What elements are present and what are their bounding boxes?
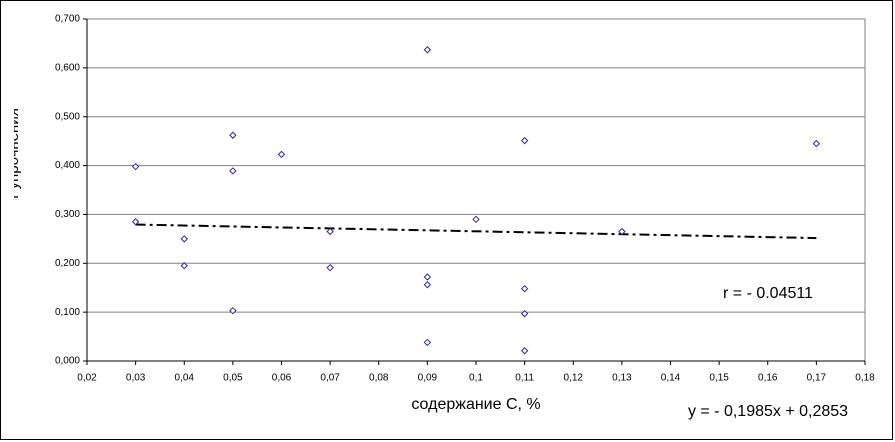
data-point [618,227,626,236]
y-axis-title: Коэффициент упрочнения [5,108,22,292]
x-tick-label: 0,04 [175,373,195,384]
data-point [520,284,529,293]
data-point [131,218,140,226]
x-tick-label: 0,02 [77,373,97,384]
y-tick-label: 0,000 [55,356,80,367]
x-tick-label: 0,12 [564,373,584,384]
data-point [423,273,432,281]
x-tick-label: 0,03 [126,373,146,384]
x-axis-title: содержание С, % [411,396,540,413]
data-point [520,136,529,145]
x-tick-label: 0,05 [223,373,243,384]
data-point [812,139,821,148]
y-tick-label: 0,700 [55,14,80,25]
data-point [423,281,432,289]
y-tick-label: 0,600 [55,62,80,73]
x-tick-label: 0,08 [369,373,389,384]
x-tick-label: 0,11 [515,373,534,384]
y-tick-label: 0,100 [55,307,80,318]
data-point [180,235,188,243]
trendline [135,223,817,240]
x-tick-label: 0,06 [272,373,292,384]
data-point [229,306,237,315]
data-point [229,131,237,139]
x-tick-label: 0,13 [612,373,632,384]
x-tick-label: 0,18 [855,373,875,384]
data-point [520,309,529,318]
x-tick-label: 0,1 [469,373,483,384]
data-point [180,262,188,270]
equation-label: y = - 0,1985x + 0,2853 [688,403,848,420]
x-tick-label: 0,16 [758,373,778,384]
data-point [277,150,286,159]
x-tick-label: 0,17 [807,373,827,384]
data-point [326,227,334,236]
x-tick-label: 0,07 [320,373,340,384]
data-point [131,162,140,171]
x-tick-label: 0,14 [661,373,681,384]
y-tick-label: 0,300 [55,209,80,220]
data-point [326,263,334,272]
data-point [472,215,480,224]
data-point [229,167,237,175]
x-tick-label: 0,09 [418,373,438,384]
y-tick-label: 0,200 [55,258,80,269]
y-tick-label: 0,500 [55,111,80,122]
y-tick-label: 0,400 [55,160,80,171]
x-tick-label: 0,15 [709,373,729,384]
data-point [520,347,529,355]
correlation-label: r = - 0.04511 [723,285,813,302]
data-point [423,338,432,347]
data-point [423,46,432,54]
